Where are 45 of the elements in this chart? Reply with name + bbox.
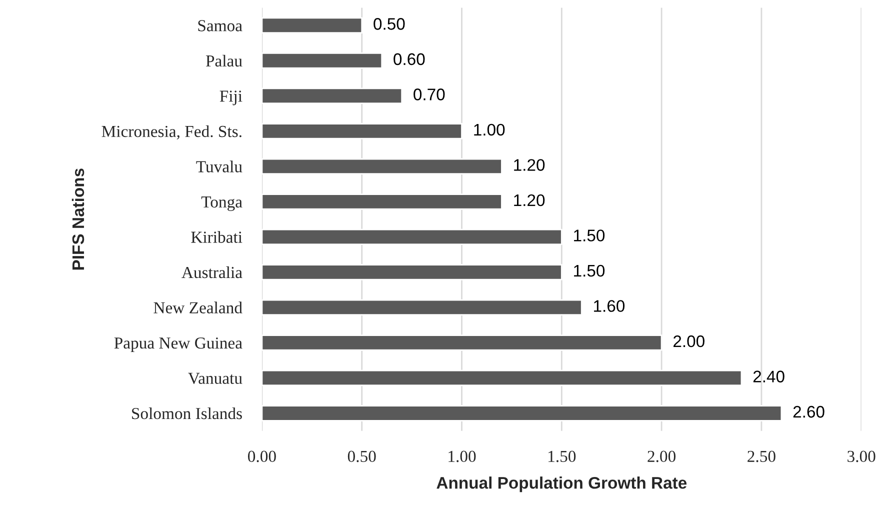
x-tick-label: 2.50 — [748, 450, 776, 462]
bar — [262, 194, 502, 210]
data-label: 1.20 — [514, 159, 545, 171]
y-tick-label: Tonga — [201, 196, 242, 212]
y-tick-label: Papua New Guinea — [114, 337, 242, 352]
data-label: 0.60 — [394, 53, 425, 66]
x-tick-label: 3.00 — [848, 450, 876, 462]
data-label: 0.70 — [414, 88, 445, 100]
y-tick-label: Australia — [182, 266, 242, 278]
data-label: 2.00 — [674, 335, 704, 348]
y-tick-label: Fiji — [220, 90, 242, 106]
y-tick-label: Solomon Islands — [132, 407, 242, 420]
bar — [262, 17, 363, 34]
data-label: 2.40 — [753, 370, 784, 382]
y-tick-label: Tuvalu — [196, 160, 242, 172]
y-tick-label: New Zealand — [154, 302, 242, 314]
data-label: 2.60 — [793, 406, 824, 418]
y-tick-label: Kiribati — [191, 231, 242, 243]
bar — [262, 370, 742, 386]
data-label: 1.00 — [474, 124, 505, 136]
bar — [262, 158, 502, 175]
bar — [262, 88, 403, 104]
data-label: 1.50 — [574, 230, 605, 242]
x-axis-title: Annual Population Growth Rate — [436, 476, 687, 492]
y-tick-label: Palau — [206, 54, 242, 67]
x-tick-label: 1.00 — [448, 450, 476, 462]
y-tick-label: Vanuatu — [188, 372, 242, 384]
x-tick-label: 0.00 — [248, 450, 276, 462]
bar — [262, 264, 562, 280]
x-tick-label: 1.50 — [548, 450, 576, 462]
x-tick-label: 0.50 — [348, 450, 376, 462]
bar — [262, 405, 782, 422]
bar — [262, 334, 662, 351]
y-tick-label: Samoa — [198, 20, 242, 32]
data-label: 1.20 — [514, 194, 545, 206]
data-label: 1.60 — [594, 300, 625, 312]
y-axis-title: PIFS Nations — [72, 168, 84, 270]
bar — [262, 52, 383, 69]
bar — [262, 123, 462, 140]
data-label: 0.50 — [374, 18, 405, 30]
data-label: 1.50 — [574, 264, 605, 277]
bar — [262, 228, 562, 246]
y-tick-label: Micronesia, Fed. Sts. — [102, 125, 242, 140]
x-tick-label: 2.00 — [648, 450, 676, 462]
bar — [262, 299, 582, 316]
